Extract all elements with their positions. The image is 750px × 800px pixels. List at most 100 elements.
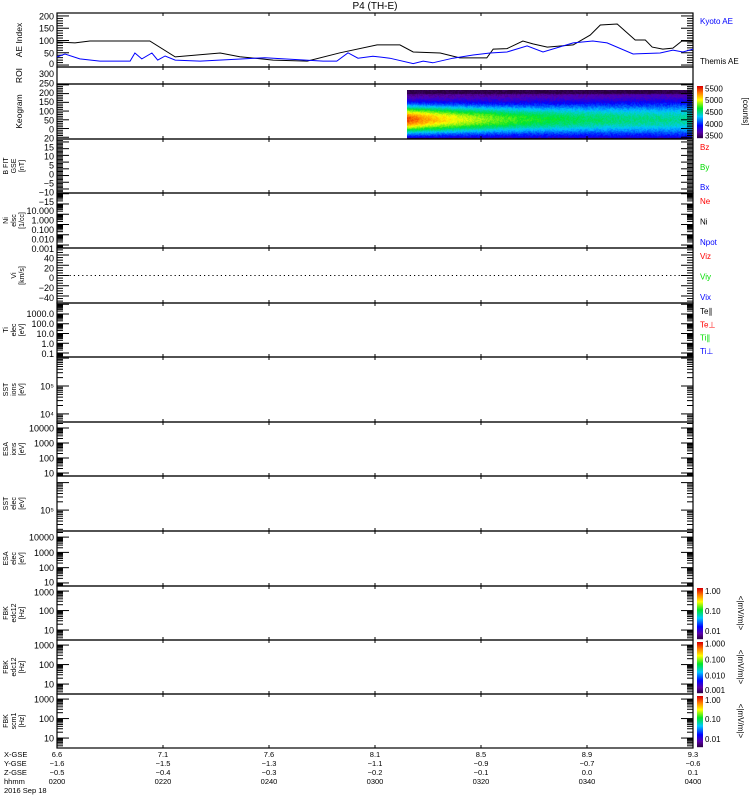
- y-tick-label: 100: [39, 106, 54, 116]
- colorbar-tick-label: 0.100: [705, 656, 726, 665]
- y-tick-label: 10000: [29, 533, 54, 543]
- y-axis-label: elec: [11, 552, 18, 565]
- panel-esa_e: [56, 530, 694, 587]
- colorbar-tick-label: 1.00: [705, 587, 721, 596]
- panel-roi: [56, 66, 694, 85]
- panel-keogram: [56, 83, 694, 140]
- legend-label: Ne: [700, 197, 711, 206]
- panel-sst_i: [56, 356, 694, 423]
- colorbar: [697, 642, 703, 694]
- colorbar: [697, 588, 703, 640]
- y-tick-label: 5: [49, 161, 54, 171]
- x-axis-row-label: Y-GSE: [4, 759, 27, 768]
- y-axis-label: [eV]: [19, 443, 26, 456]
- x-axis-value: 7.6: [264, 750, 274, 759]
- y-axis-label: elsc: [11, 214, 18, 227]
- x-axis-value: 7.1: [158, 750, 168, 759]
- panel-frame: [56, 475, 694, 532]
- y-tick-label: 10: [44, 152, 54, 162]
- y-axis-label: AE Index: [14, 22, 24, 57]
- y-tick-label: 1.000: [31, 215, 54, 225]
- legend-label: Themis AE: [700, 57, 739, 66]
- y-tick-label: 200: [39, 11, 54, 21]
- legend-label: Ti∥: [700, 334, 710, 343]
- panel-frame: [56, 83, 694, 140]
- y-tick-label: 10⁴: [40, 409, 54, 419]
- y-tick-label: 0: [49, 59, 54, 69]
- y-tick-label: 10.0: [36, 329, 54, 339]
- y-tick-label: 10⁵: [40, 506, 54, 516]
- plot-date: 2016 Sep 18: [4, 786, 47, 795]
- y-tick-label: 200: [39, 88, 54, 98]
- panel-frame: [56, 585, 694, 641]
- colorbar-tick-label: 0.10: [705, 715, 721, 724]
- panel-frame: [56, 421, 694, 477]
- colorbar-unit: <|mV/m|>: [736, 704, 745, 739]
- x-axis-value: 9.3: [688, 750, 698, 759]
- y-tick-label: 50: [44, 116, 54, 126]
- colorbar-unit: [counts]: [741, 97, 750, 125]
- y-axis-label: [eV]: [19, 552, 26, 565]
- x-axis-value: 0320: [473, 777, 490, 786]
- x-axis-row-label: X-GSE: [4, 750, 27, 759]
- y-tick-label: −40: [39, 293, 54, 303]
- y-tick-label: 100: [39, 36, 54, 46]
- legend-label: Kyoto AE: [700, 17, 733, 26]
- panel-sst_e: [56, 475, 694, 532]
- y-tick-label: 0: [49, 125, 54, 135]
- colorbar-tick-label: 5000: [705, 96, 723, 105]
- x-axis-value: −0.6: [686, 759, 701, 768]
- y-tick-label: 250: [39, 78, 54, 88]
- panel-frame: [56, 530, 694, 587]
- y-tick-label: 50: [44, 48, 54, 58]
- y-axis-label: Vi: [11, 272, 18, 279]
- legend-label: Vix: [700, 293, 711, 302]
- panel-frame: [56, 192, 694, 249]
- x-axis-value: −0.5: [50, 768, 65, 777]
- x-axis-value: 8.1: [370, 750, 380, 759]
- y-tick-label: 10: [44, 578, 54, 588]
- series-themis-ae: [56, 23, 694, 62]
- colorbar-tick-label: 0.01: [705, 627, 721, 636]
- x-axis-value: 0200: [49, 777, 66, 786]
- panel-frame: [56, 639, 694, 695]
- colorbar-tick-label: 5500: [705, 84, 723, 93]
- y-tick-label: 20: [44, 263, 54, 273]
- series-kyoto-ae: [56, 40, 694, 65]
- y-axis-label: edc12: [11, 657, 18, 676]
- x-axis-value: 0240: [261, 777, 278, 786]
- y-tick-label: 100: [39, 563, 54, 573]
- y-tick-label: 10: [44, 469, 54, 479]
- panel-esa_i: [56, 421, 694, 477]
- x-axis-value: 8.9: [582, 750, 592, 759]
- y-axis-label: ions: [11, 442, 18, 455]
- panel-frame: [56, 693, 694, 749]
- panel-fbk1: [56, 585, 694, 641]
- y-axis-label: [Hz]: [19, 661, 26, 674]
- colorbar-unit: <|mV/m|>: [736, 596, 745, 631]
- panel-ti: [56, 302, 694, 358]
- y-tick-label: 150: [39, 24, 54, 34]
- y-tick-label: 20: [44, 134, 54, 144]
- legend-label: Ti⊥: [700, 347, 713, 356]
- y-axis-label: Ti: [3, 327, 10, 333]
- y-axis-label: SST: [3, 496, 10, 510]
- panel-ni: [56, 192, 694, 249]
- y-axis-label: [eV]: [19, 497, 26, 510]
- x-axis-value: −1.1: [368, 759, 383, 768]
- x-axis-row-label: hhmm: [4, 777, 25, 786]
- y-axis-label: B FIT: [3, 157, 10, 175]
- y-tick-label: 100: [39, 606, 54, 616]
- y-axis-label: scm1: [11, 713, 18, 730]
- legend-label: Npot: [700, 238, 718, 247]
- panel-fbk3: [56, 693, 694, 749]
- y-tick-label: 0.1: [41, 349, 54, 359]
- panel-frame: [56, 302, 694, 358]
- colorbar-tick-label: 4500: [705, 108, 723, 117]
- x-axis-value: 8.5: [476, 750, 486, 759]
- y-axis-label: edc12: [11, 603, 18, 622]
- colorbar-tick-label: 4000: [705, 120, 723, 129]
- colorbar-tick-label: 1.000: [705, 640, 726, 649]
- y-tick-label: 1.0: [41, 339, 54, 349]
